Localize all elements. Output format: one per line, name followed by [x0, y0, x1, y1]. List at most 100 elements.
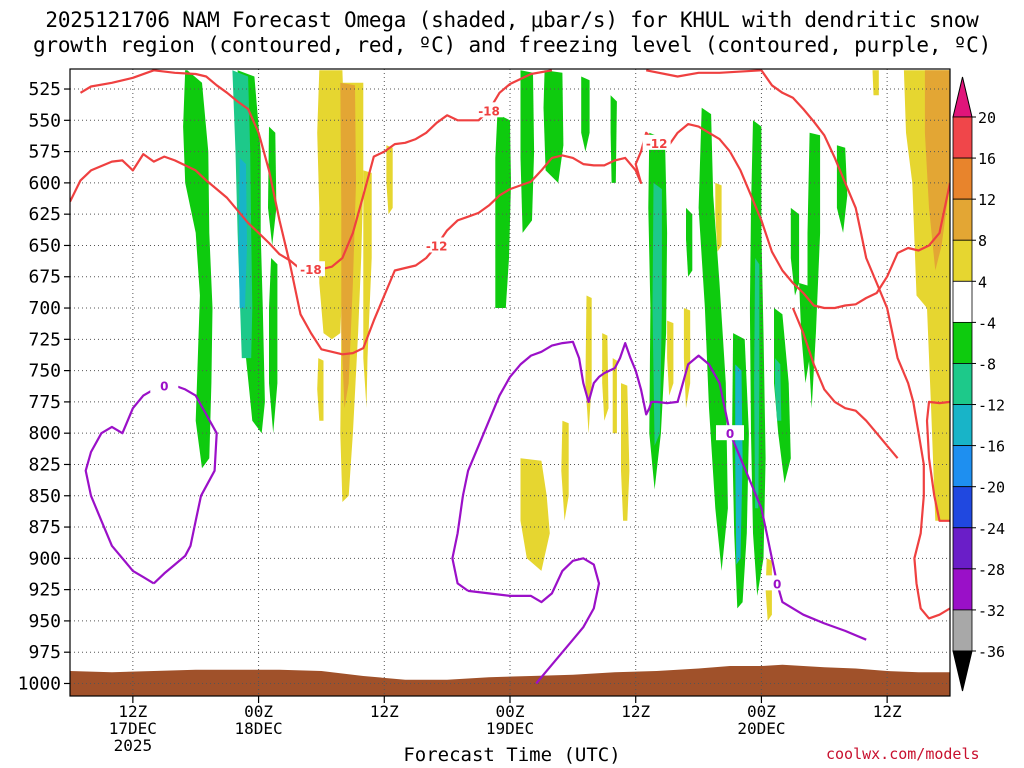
colorbar-label-8: -16 [978, 438, 1005, 456]
axes: 525 550 575 600 625 650 675 700 725 750 775 800 825 8… [18, 79, 902, 755]
contour-label-bg-4 [150, 377, 179, 393]
y-tick-label-775: 775 [28, 392, 61, 413]
chart-title-line-2: growth region (contoured, red, ºC) and f… [32, 33, 992, 57]
contour-label-bg-2 [422, 237, 451, 253]
terrain-fill [70, 664, 950, 696]
y-tick-label-975: 975 [28, 642, 61, 663]
colorbar-label-3: 8 [978, 232, 987, 250]
colorbar-bin-6 [952, 363, 973, 405]
red-contour-minus12-left [79, 69, 950, 356]
omega-region-29 [386, 145, 393, 215]
omega-region-7 [520, 70, 535, 233]
colorbar-label-13: -36 [978, 643, 1005, 661]
y-tick-label-700: 700 [28, 298, 61, 319]
y-tick-label-525: 525 [28, 79, 61, 100]
omega-region-6 [495, 114, 511, 308]
contour-label-bg-1 [475, 102, 504, 118]
x-tick-label-6-2: 2025 [114, 736, 153, 755]
y-tick-label-550: 550 [28, 110, 61, 131]
omega-region-39 [715, 182, 722, 252]
omega-region-32 [602, 333, 609, 421]
colorbar-label-5: -4 [978, 314, 996, 332]
purple-contour-0-lower-left [467, 557, 601, 685]
y-tick-label-625: 625 [28, 204, 61, 225]
omega-region-14 [698, 107, 728, 571]
x-tick-label-6-1: 17DEC [109, 719, 157, 738]
y-tick-label-875: 875 [28, 517, 61, 538]
credit-link[interactable]: coolwx.com/models [826, 745, 980, 763]
grid [70, 69, 950, 696]
omega-region-13 [686, 207, 693, 277]
colorbar-above-triangle [952, 76, 973, 118]
y-tick-label-950: 950 [28, 611, 61, 632]
omega-region-12 [652, 182, 662, 446]
colorbar-label-2: 12 [978, 191, 996, 209]
colorbar-label-12: -32 [978, 602, 1005, 620]
colorbar: 20 16 12 8 4 -4 -8 -12 -16 -20 -24 -28 -32 -36 [952, 76, 1005, 692]
colorbar-bin-0 [952, 116, 973, 159]
contour-label-2: -12 [426, 239, 448, 253]
purple-contour-0-middle [451, 340, 867, 641]
contour-label-bg-5 [716, 425, 744, 441]
omega-region-38 [667, 320, 674, 396]
y-tick-label-925: 925 [28, 580, 61, 601]
omega-region-33 [612, 358, 617, 434]
colorbar-label-9: -20 [978, 479, 1005, 497]
omega-region-34 [621, 383, 630, 521]
x-tick-label-18-1: 18DEC [234, 719, 282, 738]
colorbar-bin-7 [952, 404, 973, 447]
contour-label-bg-0 [296, 261, 325, 277]
x-tick-label-6-0: 12Z [118, 702, 147, 721]
omega-region-5 [269, 258, 278, 434]
omega-region-35 [520, 458, 550, 571]
colorbar-label-7: -12 [978, 397, 1005, 415]
omega-region-8 [543, 70, 564, 183]
y-tick-label-675: 675 [28, 267, 61, 288]
x-tick-label-66-1: 20DEC [737, 719, 785, 738]
omega-region-28 [363, 170, 372, 409]
colorbar-bin-5 [952, 321, 973, 364]
colorbar-bin-4 [952, 280, 973, 323]
y-tick-label-750: 750 [28, 361, 61, 382]
plot-area [70, 69, 950, 696]
contour-label-5: 0 [726, 427, 734, 441]
contour-label-1: -18 [478, 104, 500, 118]
omega-region-21 [790, 207, 800, 296]
contour-label-bg-6 [763, 575, 792, 591]
contours: -18 -18 -12 -12 0 0 0 [70, 69, 950, 685]
y-tick-label-900: 900 [28, 548, 61, 569]
contour-label-bg-3 [642, 134, 671, 150]
omega-region-42 [924, 70, 950, 271]
x-tick-label-42-1: 19DEC [486, 719, 534, 738]
x-tick-label-42-0: 00Z [496, 702, 525, 721]
omega-region-3 [238, 157, 247, 308]
colorbar-label-6: -8 [978, 355, 996, 373]
colorbar-bin-11 [952, 568, 973, 611]
chart-title: 2025121706 NAM Forecast Omega (shaded, μ… [0, 8, 1024, 58]
contour-label-4: 0 [160, 380, 168, 394]
colorbar-bin-8 [952, 445, 973, 488]
red-contour-minus12-lower [791, 307, 899, 459]
red-contour-minus12-upper [645, 69, 762, 78]
x-axis-title: Forecast Time (UTC) [403, 744, 621, 766]
chart-title-line-1: 2025121706 NAM Forecast Omega (shaded, μ… [45, 8, 979, 32]
colorbar-label-11: -28 [978, 561, 1005, 579]
colorbar-bin-9 [952, 486, 973, 529]
omega-region-43 [872, 70, 879, 96]
omega-region-37 [683, 308, 691, 409]
omega-region-0 [183, 70, 213, 469]
y-tick-label-800: 800 [28, 423, 61, 444]
omega-region-10 [610, 95, 617, 183]
omega-region-19 [774, 308, 791, 484]
colorbar-below-triangle [952, 650, 973, 692]
y-tick-label-1000: 1000 [18, 673, 61, 694]
omega-region-18 [754, 258, 760, 509]
colorbar-label-0: 20 [978, 109, 996, 127]
omega-region-25 [317, 70, 345, 340]
colorbar-bin-1 [952, 157, 973, 200]
x-tick-label-54-0: 12Z [621, 702, 650, 721]
y-tick-label-650: 650 [28, 235, 61, 256]
contour-label-0: -18 [300, 263, 322, 277]
colorbar-label-1: 16 [978, 150, 996, 168]
